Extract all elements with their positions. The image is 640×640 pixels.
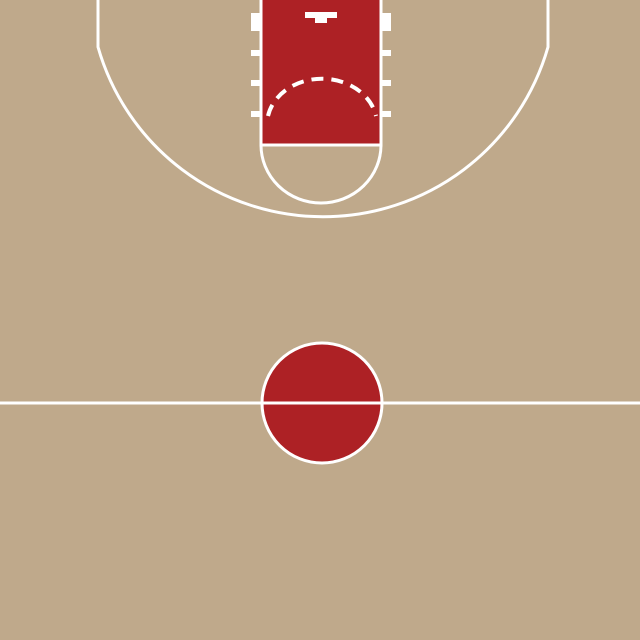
lane-hash-mark [381, 13, 391, 31]
lane-hash-mark [381, 111, 391, 117]
free-throw-circle [259, 144, 383, 205]
lane-hash-mark [251, 80, 261, 86]
lane-hash-mark [251, 13, 261, 31]
backboard [305, 12, 337, 18]
lane-hash-mark [251, 50, 261, 56]
lane-hash-mark [381, 50, 391, 56]
rim-connector [315, 18, 327, 23]
lane-hash-mark [381, 80, 391, 86]
lane-hash-mark [251, 111, 261, 117]
restricted-area-arc [266, 76, 378, 117]
three-point-arc [96, 0, 550, 219]
paint-key [259, 0, 383, 147]
